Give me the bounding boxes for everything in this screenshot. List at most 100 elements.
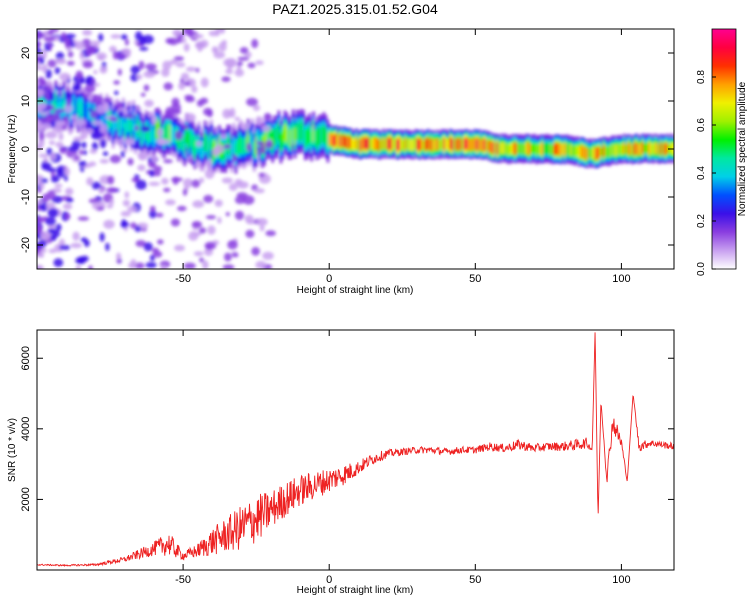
spectrogram-cell (486, 139, 489, 151)
spectrogram-cell (625, 143, 629, 156)
spectrogram-cell (449, 137, 453, 150)
spectrogram-cell (162, 128, 166, 146)
colorbar-tick-label: 0.2 (696, 214, 707, 228)
spectrogram-noise (145, 63, 157, 70)
spectrogram-cell (385, 137, 389, 150)
spectrogram-cell (148, 126, 152, 144)
spectrogram-cell (224, 142, 228, 160)
spectrogram-noise (83, 239, 90, 247)
spectrogram-noise (163, 187, 171, 193)
spectrogram-noise (219, 133, 227, 139)
spectrogram-cell (101, 111, 105, 129)
x-tick-label: 100 (612, 273, 630, 285)
spectrogram-noise (193, 251, 204, 257)
spectrogram-noise (200, 77, 209, 88)
spectrogram-cell (475, 138, 479, 151)
spectrogram-cell (171, 124, 174, 143)
spectrogram-cell (661, 143, 665, 155)
spectrogram-chart: -50 0 50 100 -20 -10 0 10 20 Height of straight… (7, 28, 675, 296)
spectrogram-noise (98, 188, 104, 194)
spectrogram-noise (44, 117, 53, 124)
spectrogram-noise (259, 144, 266, 155)
spectrogram-noise (234, 210, 245, 221)
spectrogram-noise (127, 206, 138, 213)
spectrogram-noise (106, 187, 118, 193)
spectrogram-noise (198, 177, 205, 184)
spectrogram-cell (563, 143, 567, 156)
spectrogram-noise (192, 200, 205, 208)
spectrogram-noise (185, 66, 197, 72)
spectrogram-noise (99, 65, 108, 74)
spectrogram-cell (627, 142, 631, 155)
spectrogram-noise (221, 177, 233, 184)
spectrogram-noise (120, 211, 131, 217)
spectrogram-cell (140, 126, 144, 144)
spectrogram-cell (578, 146, 581, 158)
spectrogram-cell (406, 138, 410, 150)
spectrogram-noise (195, 141, 202, 147)
spectrogram-cell (310, 131, 314, 149)
spectrogram-noise (192, 34, 204, 39)
spectrogram-cell (396, 139, 399, 151)
spectrogram-cell (539, 143, 543, 155)
spectrogram-noise (172, 29, 182, 37)
colorbar-tick-label: 0.6 (696, 118, 707, 132)
spectrogram-cell (569, 144, 573, 156)
spectrogram-cell (318, 127, 322, 145)
spectrogram-cell (359, 139, 363, 151)
spectrogram-noise (137, 151, 149, 161)
spectrogram-noise (100, 139, 107, 149)
spectrogram-noise (244, 214, 254, 223)
snr-y-ticks: 2000 4000 6000 (20, 346, 674, 512)
spectrogram-noise (99, 159, 110, 164)
spectrogram-noise (109, 154, 121, 164)
spectrogram-cell (520, 143, 524, 155)
spectrogram-noise (99, 123, 108, 134)
spectrogram-cell (203, 133, 207, 151)
spectrogram-noise (190, 157, 195, 166)
spectrogram-cell (584, 147, 588, 160)
spectrogram-noise (183, 262, 196, 269)
spectrogram-noise (180, 72, 190, 81)
spectrogram-noise (131, 144, 142, 150)
snr-x-ticks: -50 0 50 100 (175, 330, 631, 586)
spectrogram-noise (67, 51, 74, 58)
spectrogram-noise (239, 119, 244, 125)
spectrogram-noise (149, 209, 157, 219)
spectrogram-cell (404, 138, 408, 150)
spectrogram-noise (145, 262, 157, 269)
spectrogram-noise (144, 99, 154, 108)
spectrogram-noise (79, 51, 84, 60)
spectrogram-noise (75, 265, 82, 269)
spectrogram-cell (400, 138, 404, 150)
spectrogram-noise (149, 169, 155, 177)
spectrogram-cell (418, 139, 422, 151)
spectrogram-noise (39, 178, 48, 184)
spectrogram-noise (246, 142, 252, 152)
spectrogram-cell (561, 143, 565, 155)
spectrogram-cell (316, 129, 320, 148)
spectrogram-noise (65, 197, 74, 203)
x-tick-label: 50 (469, 273, 481, 285)
spectrogram-cell (565, 143, 569, 155)
spectrogram-noise (259, 224, 265, 232)
spectrogram-noise (91, 141, 99, 151)
spectrogram-cell (438, 139, 442, 151)
colorbar-ticks: 0.0 0.2 0.4 0.6 0.8 (696, 70, 716, 276)
spectrogram-cell (326, 132, 330, 150)
spectrogram-y-label: Frequency (Hz) (7, 115, 18, 184)
spectrogram-cell (346, 136, 350, 149)
spectrogram-cell (254, 136, 258, 155)
spectrogram-noise (264, 140, 274, 149)
spectrogram-noise (59, 146, 67, 154)
spectrogram-cell (252, 141, 256, 159)
spectrogram-cell (121, 110, 125, 129)
spectrogram-cell (334, 134, 338, 146)
colorbar: 0.0 0.2 0.4 0.6 0.8 Normalized spectral ampl… (696, 28, 748, 276)
spectrogram-noise (39, 182, 45, 190)
spectrogram-noise (228, 183, 238, 191)
spectrogram-cell (559, 144, 563, 156)
spectrogram-noise (211, 46, 218, 54)
spectrogram-noise (262, 251, 274, 260)
spectrogram-cell (299, 122, 303, 140)
